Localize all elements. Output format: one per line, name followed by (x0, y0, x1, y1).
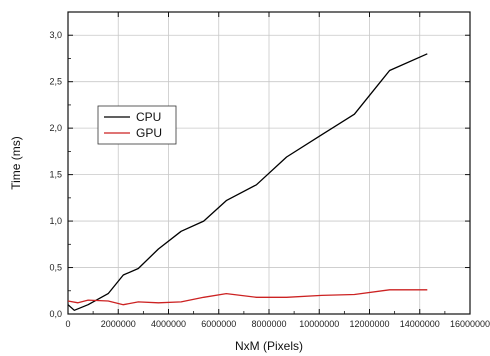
legend-label-cpu: CPU (136, 110, 161, 124)
x-tick-label: 6000000 (201, 319, 236, 329)
x-tick-label: 2000000 (101, 319, 136, 329)
x-tick-label: 14000000 (400, 319, 440, 329)
legend-box (97, 105, 177, 145)
x-axis: 0 2000000 4000000 6000000 8000000 10000000 120… (65, 12, 490, 329)
grid (68, 12, 470, 314)
series-line-cpu (67, 53, 428, 311)
series-layer (67, 53, 428, 311)
x-tick-label: 16000000 (450, 319, 490, 329)
y-tick-label: 1,5 (49, 170, 62, 180)
x-tick-label: 8000000 (251, 319, 286, 329)
legend-label-gpu: GPU (136, 126, 162, 140)
x-axis-title: NxM (Pixels) (235, 339, 303, 353)
y-axis: 0,0 0,5 1,0 1,5 2,0 2,5 3,0 (49, 11, 470, 319)
x-tick-label: 4000000 (151, 319, 186, 329)
x-tick-label: 10000000 (299, 319, 339, 329)
x-tick-label: 0 (65, 319, 70, 329)
y-tick-label: 2,5 (49, 77, 62, 87)
series-line-gpu (67, 289, 428, 306)
legend: CPU GPU (97, 105, 177, 145)
y-tick-label: 0,5 (49, 263, 62, 273)
x-tick-label: 12000000 (349, 319, 389, 329)
y-tick-label: 0,0 (49, 309, 62, 319)
y-axis-title: Time (ms) (9, 136, 23, 190)
y-tick-label: 1,0 (49, 216, 62, 226)
y-tick-label: 3,0 (49, 30, 62, 40)
y-tick-label: 2,0 (49, 123, 62, 133)
